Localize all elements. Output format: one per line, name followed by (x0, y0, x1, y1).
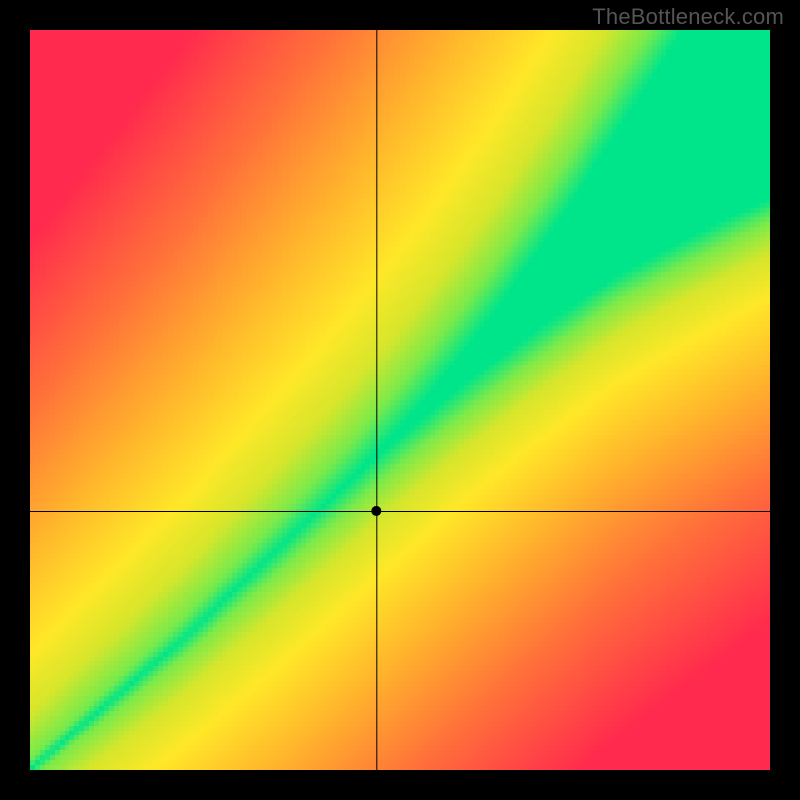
watermark-text: TheBottleneck.com (592, 4, 784, 30)
chart-container: { "watermark": { "text": "TheBottleneck.… (0, 0, 800, 800)
bottleneck-heatmap (30, 30, 770, 770)
